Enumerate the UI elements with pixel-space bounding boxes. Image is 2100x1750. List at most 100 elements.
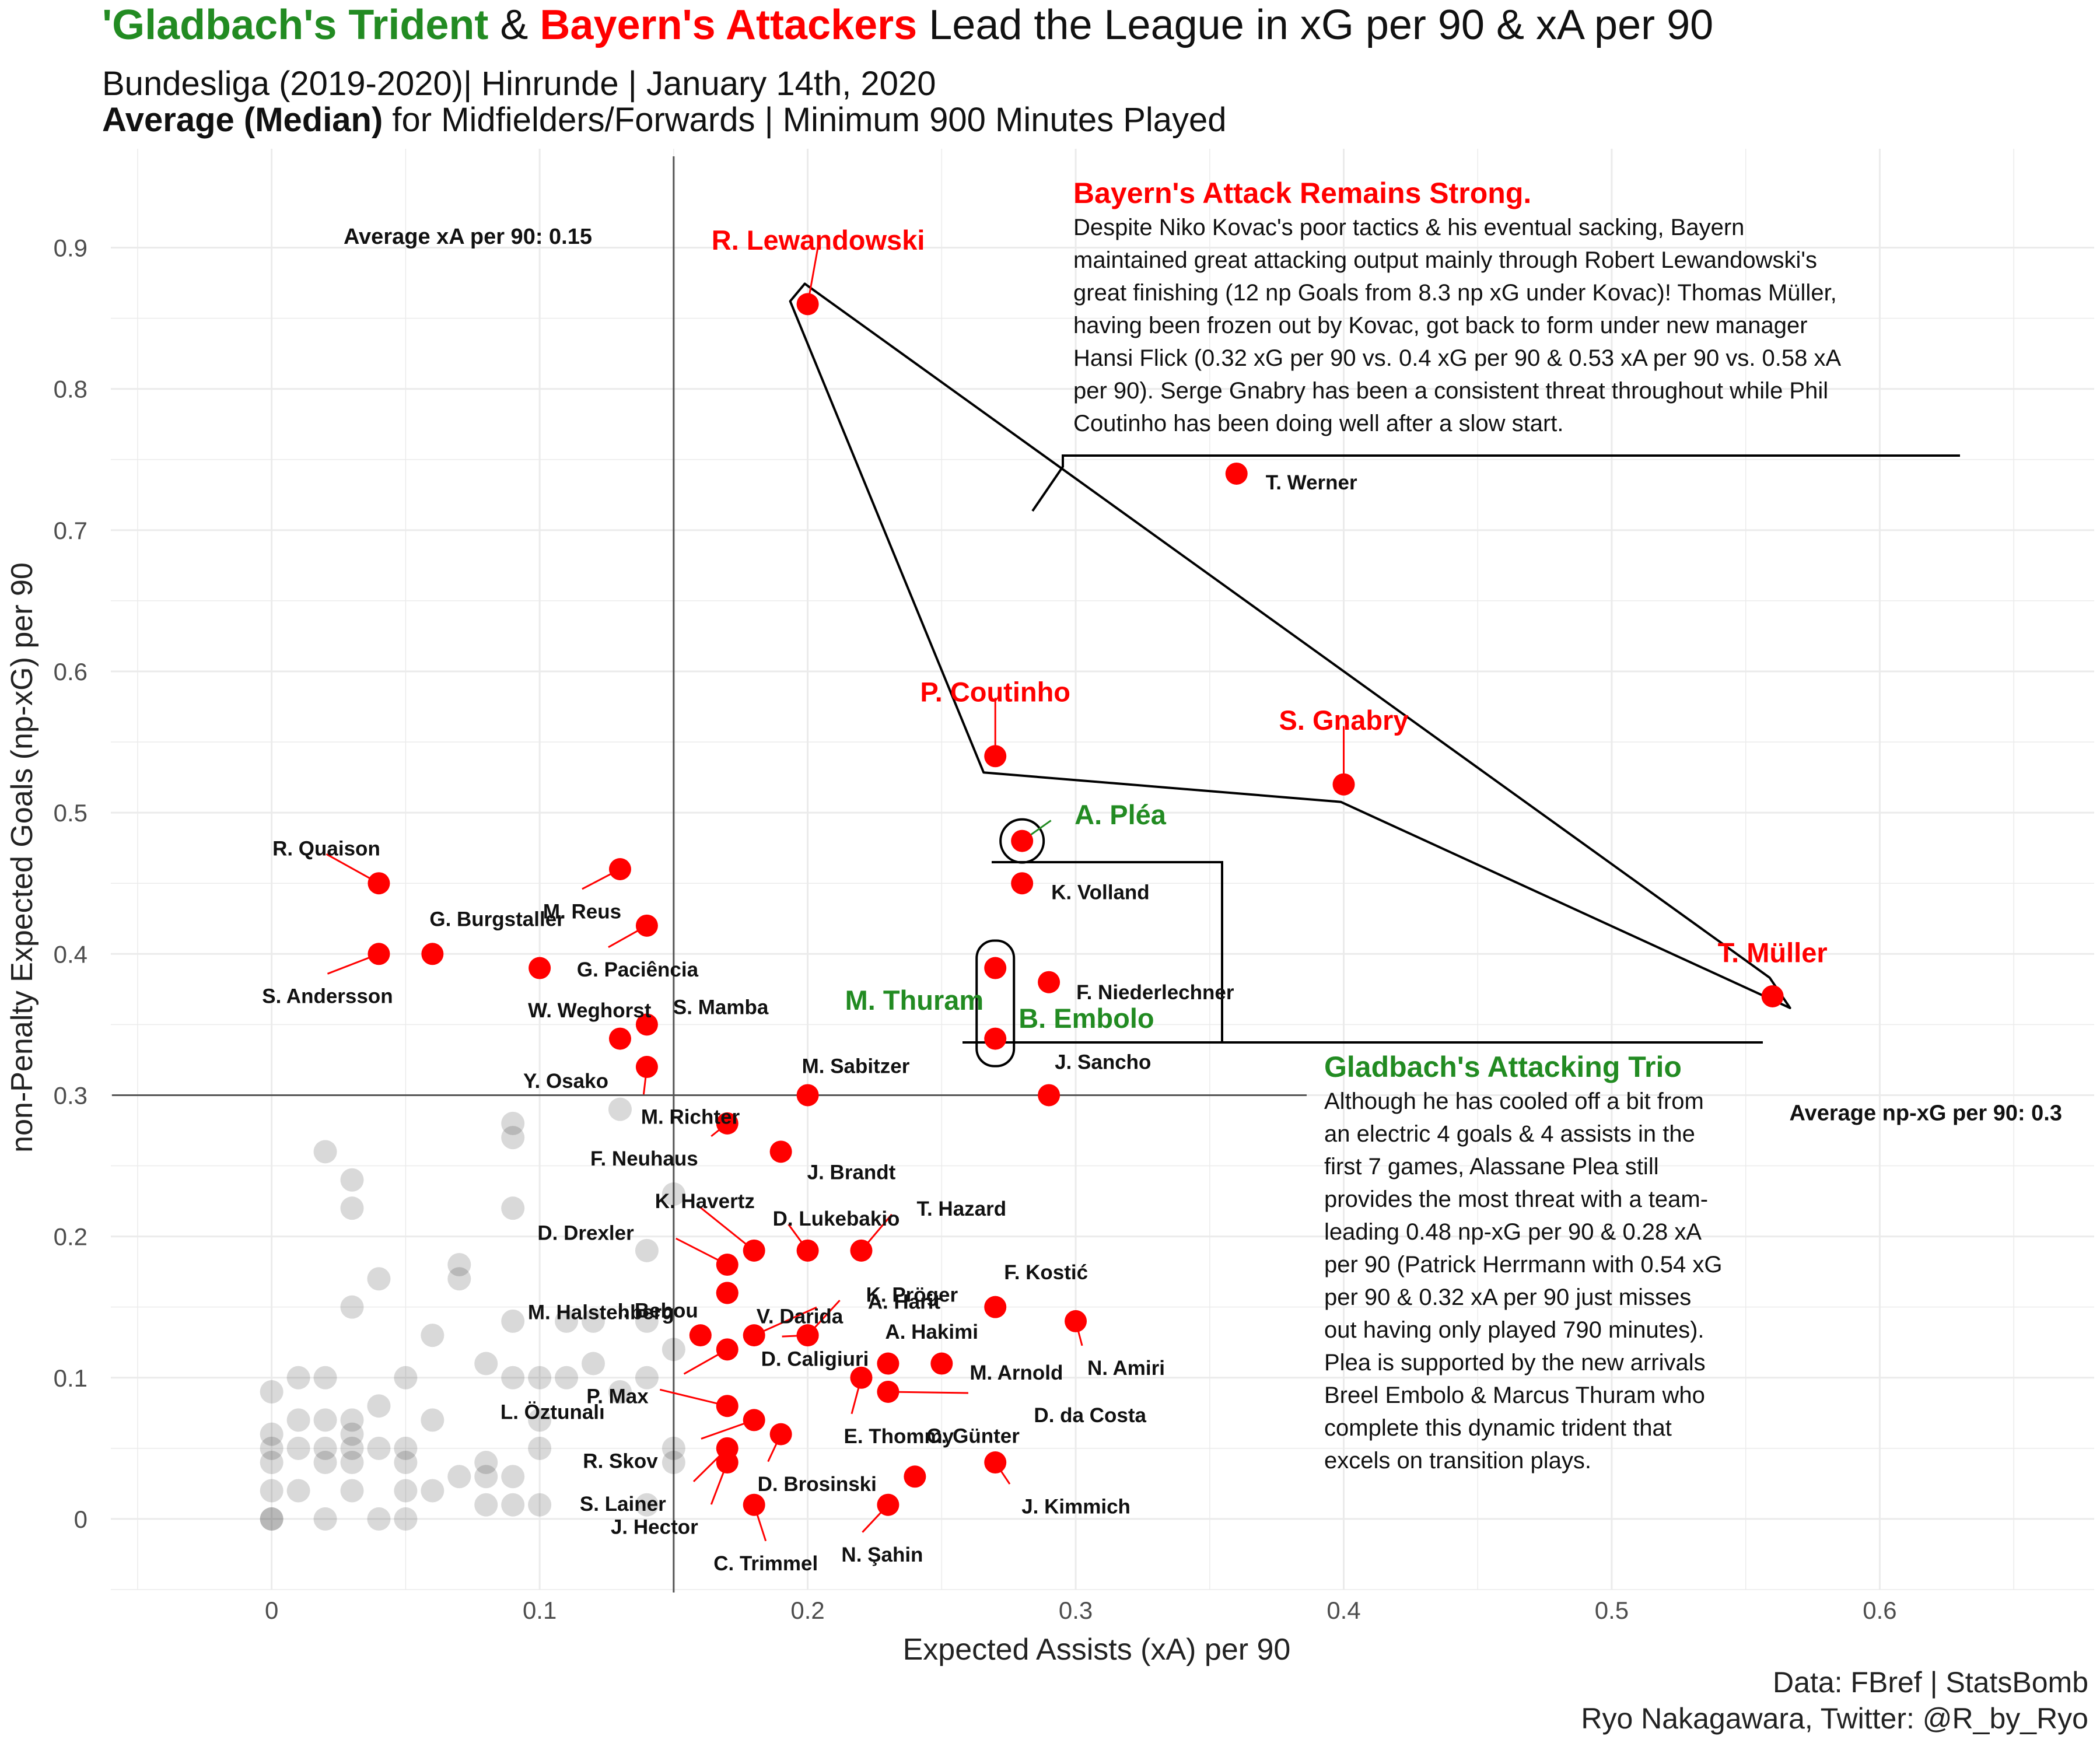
point-label: R. Lewandowski [712,225,925,256]
highlighted-point [796,1084,819,1107]
highlighted-point [608,858,631,880]
point-label: N. Şahin [841,1544,923,1566]
thuram-embolo-ring [975,939,1016,1068]
label-segment [754,1306,817,1336]
subtitle-bold: Average (Median) [102,101,383,139]
background-point [662,1451,685,1475]
highlighted-point [1038,971,1060,993]
annotation-shapes [789,282,1960,1068]
bayern-annotation: Bayern's Attack Remains Strong. Despite … [1073,175,1841,440]
highlighted-point [528,957,551,979]
background-point [528,1408,552,1432]
axis-tick-labels: 0 0.1 0.2 0.3 0.4 0.5 0.6 0 0.1 0.2 0.3 0.4 0.5 0.6 0.… [54,235,1897,1624]
median-npxg-label: Average np-xG per 90: 0.3 [1790,1101,2062,1125]
point-label: N. Amiri [1087,1357,1165,1380]
highlighted-point [850,1366,873,1389]
caption-author: Ryo Nakagawara, Twitter: @R_by_Ryo [1581,1702,2088,1735]
background-point [286,1366,310,1390]
point-label: M. Thuram [845,985,984,1016]
point-label: D. Lukebakio [773,1208,900,1230]
highlighted-point [716,1451,738,1474]
background-point [313,1507,337,1531]
point-label: I. Bebou [618,1300,698,1322]
highlighted-point [796,293,819,316]
background-point [501,1309,525,1333]
highlighted-point [769,1140,792,1163]
point-label: S. Lainer [580,1493,666,1516]
highlighted-point [743,1324,765,1347]
gladbach-annotation-line: an electric 4 goals & 4 assists in the [1324,1121,1695,1147]
y-tick-label: 0.1 [54,1364,88,1392]
background-point [394,1366,418,1390]
highlighted-point [716,1254,738,1276]
x-tick-label: 0.3 [1059,1597,1093,1624]
median-xa-label: Average xA per 90: 0.15 [344,225,592,249]
highlighted-point [1225,462,1248,485]
highlighted-point [984,1451,1007,1474]
background-point [662,1338,685,1362]
highlighted-point [984,745,1007,768]
grid-lines [111,149,2094,1590]
gladbach-annotation: Gladbach's Attacking Trio Although he ha… [1324,1049,1722,1477]
point-label: V. Darida [757,1306,844,1328]
highlighted-point [904,1465,926,1488]
background-point [474,1352,498,1376]
background-point [394,1479,418,1503]
background-point [528,1493,552,1517]
y-tick-label: 0.6 [54,658,88,685]
title-rest: Lead the League in xG per 90 & xA per 90 [917,2,1714,48]
background-point [555,1309,579,1333]
point-label: T. Müller [1718,937,1828,968]
highlighted-point [368,943,390,965]
background-point [313,1436,337,1460]
highlighted-point [716,1338,738,1361]
point-label: R. Skov [583,1450,658,1473]
highlighted-point [1332,773,1355,796]
y-tick-label: 0.7 [54,517,88,544]
gladbach-annotation-line: provides the most threat with a team- [1324,1186,1709,1212]
gladbach-annotation-line: per 90 & 0.32 xA per 90 just misses [1324,1284,1692,1310]
y-tick-label: 0.8 [54,376,88,403]
point-label: J. Kimmich [1021,1495,1130,1518]
point-label: S. Gnabry [1279,705,1409,736]
background-point [313,1451,337,1475]
highlighted-point [743,1493,765,1516]
background-point [260,1507,284,1531]
point-label: K. Pröger [866,1283,958,1306]
label-segments [326,246,1345,1542]
background-point [421,1324,444,1348]
background-point [447,1267,471,1291]
point-label: G. Paciência [577,958,699,981]
gladbach-annotation-line: complete this dynamic trident that [1324,1415,1672,1441]
median-lines: Average xA per 90: 0.15 Average np-xG per… [112,156,2062,1592]
subtitle-line-2: Average (Median) for Midfielders/Forward… [102,100,1227,139]
background-point [528,1366,552,1390]
point-label: F. Niederlechner [1076,981,1234,1004]
gladbach-annotation-body: Although he has cooled off a bit from an … [1324,1085,1722,1477]
highlighted-point [743,1409,765,1432]
background-point [340,1479,364,1503]
bayern-annotation-line: Coutinho has been doing well after a slo… [1073,411,1564,436]
background-point [260,1380,284,1404]
background-point [286,1479,310,1503]
background-point [286,1408,310,1432]
gladbach-annotation-line: excels on transition plays. [1324,1448,1592,1474]
y-tick-label: 0.2 [54,1223,88,1251]
bayern-annotation-line: great finishing (12 np Goals from 8.3 np… [1073,280,1837,306]
bayern-connector [1031,454,1960,512]
background-point [582,1352,606,1376]
highlighted-point [877,1352,900,1375]
highlighted-point [930,1352,953,1375]
background-point [421,1479,444,1503]
background-point [394,1451,418,1475]
x-axis-label: Expected Assists (xA) per 90 [903,1633,1291,1667]
highlighted-point [421,943,444,965]
x-tick-label: 0.2 [790,1597,824,1624]
bayern-hull [789,282,1791,1009]
point-label: S. Mamba [673,996,769,1019]
background-point [340,1451,364,1475]
background-point [662,1436,685,1460]
gladbach-annotation-line: out having only played 790 minutes). [1324,1317,1704,1343]
highlighted-point [796,1239,819,1262]
y-axis-label: non-Penalty Expected Goals (np-xG) per 9… [5,562,39,1153]
